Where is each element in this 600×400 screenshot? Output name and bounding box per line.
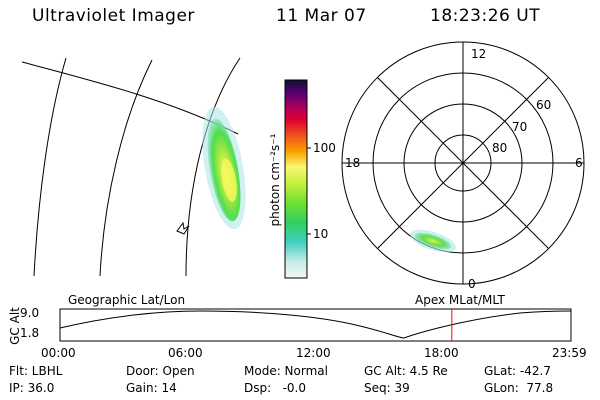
status-glon: GLon: 77.8: [484, 381, 554, 395]
lon-grid-line: [185, 57, 241, 277]
status-gc-alt: GC Alt: 4.5 Re: [364, 364, 448, 378]
mlt-label-18: 18: [345, 156, 361, 170]
gc-altitude-curve: [59, 310, 572, 339]
status-dsp: Dsp: -0.0: [244, 381, 307, 395]
colorbar-tick-10: 10: [313, 227, 329, 241]
status-ip: IP: 36.0: [9, 381, 55, 395]
timeline-xtick: 00:00: [41, 346, 76, 360]
mlt-label-0: 0: [468, 277, 476, 291]
aurora-emission-polar: [410, 229, 456, 253]
lat-label-60: 60: [536, 98, 552, 112]
status-gain: Gain: 14: [126, 381, 177, 395]
timeline-ytick-top: 9.0: [20, 306, 40, 320]
mlt-label-6: 6: [575, 156, 583, 170]
status-glat: GLat: -42.7: [484, 364, 551, 378]
lon-grid-line: [99, 59, 153, 277]
status-seq: Seq: 39: [364, 381, 410, 395]
observation-date: 11 Mar 07: [276, 6, 367, 26]
observation-time: 18:23:26 UT: [430, 6, 541, 26]
timeline-xtick: 23:59: [552, 346, 587, 360]
colorbar: [284, 79, 311, 279]
altitude-timeline: [59, 308, 572, 342]
lat-label-80: 80: [492, 141, 508, 155]
aurora-emission-main: [202, 106, 246, 230]
timeline-xtick: 12:00: [296, 346, 331, 360]
geographic-image-panel: [21, 57, 246, 277]
status-mode: Mode: Normal: [244, 364, 328, 378]
status-door: Door: Open: [126, 364, 195, 378]
mlt-label-12: 12: [471, 47, 487, 61]
polar-plot: [341, 41, 585, 285]
timeline-left-title: Geographic Lat/Lon: [68, 293, 186, 307]
lat-label-70: 70: [512, 120, 528, 134]
timeline-right-title: Apex MLat/MLT: [415, 293, 505, 307]
timeline-ytick-bottom: 1.8: [20, 326, 40, 340]
timeline-xtick: 18:00: [424, 346, 459, 360]
colorbar-tick-100: 100: [313, 141, 336, 155]
timeline-xtick: 06:00: [168, 346, 203, 360]
instrument-title: Ultraviolet Imager: [32, 6, 195, 26]
lon-grid-line: [33, 57, 67, 277]
satellite-footprint-icon: [176, 221, 190, 235]
status-filter: Flt: LBHL: [9, 364, 63, 378]
colorbar-unit-label: photon cm⁻²s⁻¹: [268, 133, 282, 227]
